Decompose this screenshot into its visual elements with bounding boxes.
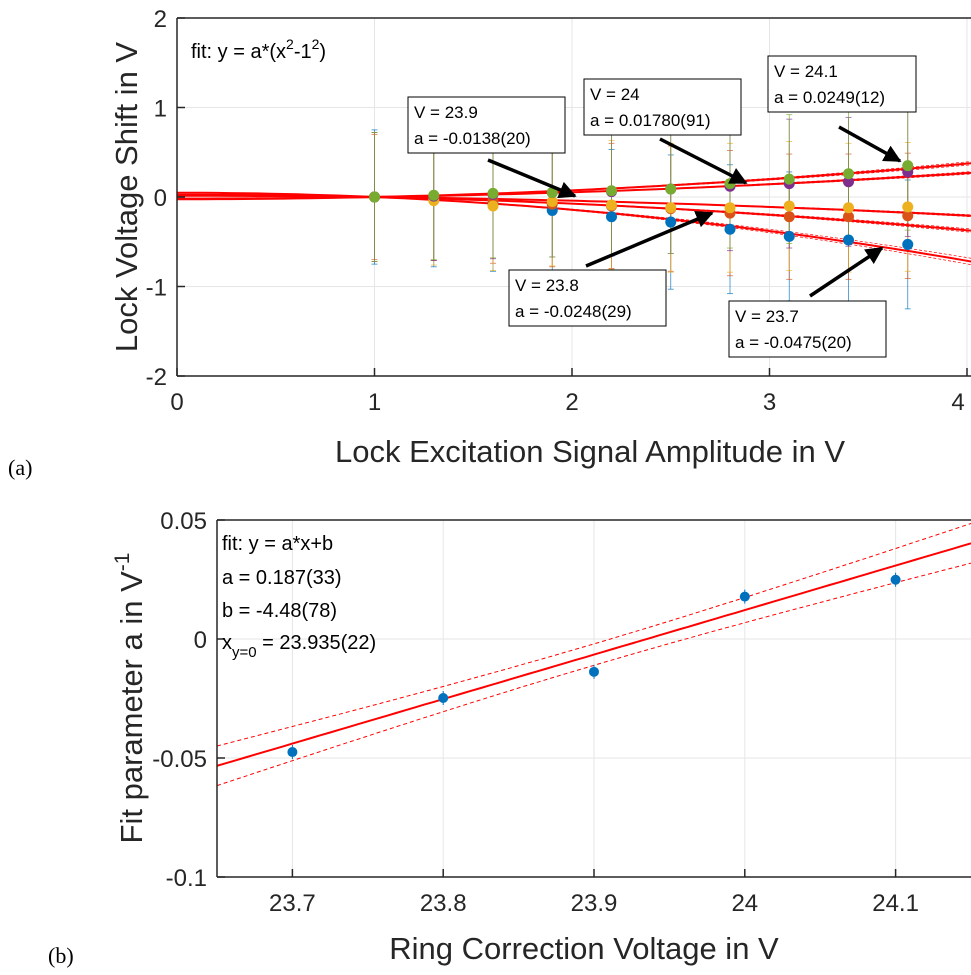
arrow-v-23-7 xyxy=(809,246,884,298)
data-point-v-23-7 xyxy=(902,238,914,250)
data-point-v-24-1 xyxy=(487,187,499,199)
panel-b-fit-results: fit: y = a*x+b a = 0.187(33) b = -4.48(7… xyxy=(222,533,376,661)
panel-b-x-tick-label: 23.7 xyxy=(269,890,316,917)
data-point-v-23-8 xyxy=(902,210,914,222)
data-point-v-23-9 xyxy=(546,195,558,207)
data-point-v-23-7 xyxy=(606,211,617,223)
panel-a: 0 1 2 3 4 2 1 0 -1 -2 Lock Excitation Signal Amp… xyxy=(8,6,971,480)
annotation-v-23-7-voltage: V = 23.7 xyxy=(735,307,799,326)
data-point-v-23-8 xyxy=(783,211,795,223)
panel-b-data-point xyxy=(438,693,449,704)
data-point-v-24-1 xyxy=(546,187,558,199)
annotation-arrows xyxy=(487,125,902,298)
arrow-v-24 xyxy=(659,137,748,185)
panel-b-y-tick-label: 0 xyxy=(194,627,207,654)
data-point-v-24-1 xyxy=(843,168,854,180)
panel-b-points xyxy=(287,572,901,760)
panel-a-label: (a) xyxy=(8,455,32,480)
panel-a-y-tick-label: 2 xyxy=(154,6,167,33)
annotation-v-24-voltage: V = 24 xyxy=(590,85,640,104)
panel-b: 23.7 23.8 23.9 24 24.1 0.05 0 -0.05 -0.1 Ring C… xyxy=(48,508,971,968)
panel-b-fit-a: a = 0.187(33) xyxy=(222,567,342,589)
annotation-v-23-8-voltage: V = 23.8 xyxy=(515,276,579,295)
annotation-v-23-7-a-value: a = -0.0475(20) xyxy=(735,333,852,352)
panel-b-y-tick-label: 0.05 xyxy=(160,508,207,535)
annotation-v-23-9: V = 23.9 a = -0.0138(20) xyxy=(407,96,566,154)
panel-b-data-point xyxy=(589,666,599,677)
panel-b-y-ticks: 0.05 0 -0.05 -0.1 xyxy=(152,508,225,892)
data-point-v-23-7 xyxy=(783,230,795,242)
panel-b-y-tick-label: -0.1 xyxy=(166,865,207,892)
annotation-v-23-9-a-value: a = -0.0138(20) xyxy=(414,129,531,148)
panel-b-y-axis-label: Fit parameter a in V-1 xyxy=(111,553,149,844)
data-point-v-24 xyxy=(843,176,854,188)
panel-b-data-point xyxy=(739,591,750,602)
panel-b-fit-x0: xy=0 = 23.935(22) xyxy=(222,632,376,661)
data-point-v-24-1 xyxy=(783,173,795,185)
panel-b-x-tick-label: 24.1 xyxy=(872,890,919,917)
panel-a-y-axis-label: Lock Voltage Shift in V xyxy=(109,42,144,353)
annotation-v-23-8-a-value: a = -0.0248(29) xyxy=(515,302,632,321)
arrow-v-23-9 xyxy=(487,158,577,199)
panel-a-y-tick-label: 1 xyxy=(154,96,167,123)
annotation-v-23-9-voltage: V = 23.9 xyxy=(414,103,478,122)
data-point-v-23-9 xyxy=(724,202,736,214)
panel-a-x-axis-label: Lock Excitation Signal Amplitude in V xyxy=(335,434,845,469)
panel-a-y-ticks: 2 1 0 -1 -2 xyxy=(146,6,185,391)
panel-b-fit-formula: fit: y = a*x+b xyxy=(222,533,333,555)
arrow-v-23-8 xyxy=(585,211,714,268)
data-point-v-23-9 xyxy=(843,202,854,214)
panel-b-label: (b) xyxy=(48,943,74,968)
annotation-v-23-7: V = 23.7 a = -0.0475(20) xyxy=(728,300,887,358)
annotation-v-24: V = 24 a = 0.01780(91) xyxy=(583,78,742,136)
annotation-v-24-1: V = 24.1 a = 0.0249(12) xyxy=(767,55,917,113)
data-point-v-23-9 xyxy=(487,200,499,212)
annotation-v-24-1-voltage: V = 24.1 xyxy=(774,62,838,81)
data-point-v-23-7 xyxy=(724,223,736,235)
panel-a-x-tick-label: 2 xyxy=(565,389,578,416)
annotation-v-24-a-value: a = 0.01780(91) xyxy=(590,111,711,130)
panel-b-x-tick-label: 23.9 xyxy=(571,890,618,917)
data-point-v-23-9 xyxy=(783,200,795,212)
fit-line xyxy=(217,542,971,767)
data-point-v-23-9 xyxy=(902,201,914,213)
data-point-v-24-1 xyxy=(902,160,914,172)
data-point-v-23-7 xyxy=(843,234,854,246)
panel-a-points xyxy=(369,160,914,250)
data-point-v-23-8 xyxy=(843,211,854,223)
data-point-v-24-1 xyxy=(369,191,380,203)
panel-b-y-tick-label: -0.05 xyxy=(152,746,207,773)
panel-b-x-ticks: 23.7 23.8 23.9 24 24.1 xyxy=(269,869,919,917)
panel-a-x-tick-label: 4 xyxy=(951,389,964,416)
fit-confidence-upper xyxy=(217,523,971,747)
panel-b-x-tick-label: 23.8 xyxy=(420,890,467,917)
arrow-v-24-1 xyxy=(838,125,902,163)
panel-a-y-tick-label: 0 xyxy=(154,185,167,212)
annotation-v-23-8: V = 23.8 a = -0.0248(29) xyxy=(508,269,667,327)
panel-a-x-tick-label: 0 xyxy=(170,389,183,416)
data-point-v-23-9 xyxy=(606,199,617,211)
data-point-v-23-9 xyxy=(665,202,677,214)
panel-b-data-point xyxy=(287,747,298,758)
panel-a-y-tick-label: -2 xyxy=(146,364,167,391)
data-point-v-23-7 xyxy=(665,216,677,228)
data-point-v-24-1 xyxy=(724,178,736,190)
data-point-v-24-1 xyxy=(665,183,677,195)
panel-b-data-point xyxy=(890,574,901,585)
data-point-v-24-1 xyxy=(428,189,440,201)
panel-b-x-axis-label: Ring Correction Voltage in V xyxy=(389,931,779,966)
panel-a-fit-formula: fit: y = a*(x2-12) xyxy=(191,36,326,63)
panel-b-grid xyxy=(217,520,971,877)
panel-b-fit-b: b = -4.48(78) xyxy=(222,600,337,622)
panel-a-y-tick-label: -1 xyxy=(146,275,167,302)
panel-a-x-tick-label: 1 xyxy=(368,389,381,416)
panel-b-x-tick-label: 24 xyxy=(731,890,758,917)
panel-a-x-ticks: 0 1 2 3 4 xyxy=(170,368,968,416)
data-point-v-24-1 xyxy=(606,185,617,197)
panel-a-x-tick-label: 3 xyxy=(763,389,776,416)
annotation-v-24-1-a-value: a = 0.0249(12) xyxy=(774,88,885,107)
